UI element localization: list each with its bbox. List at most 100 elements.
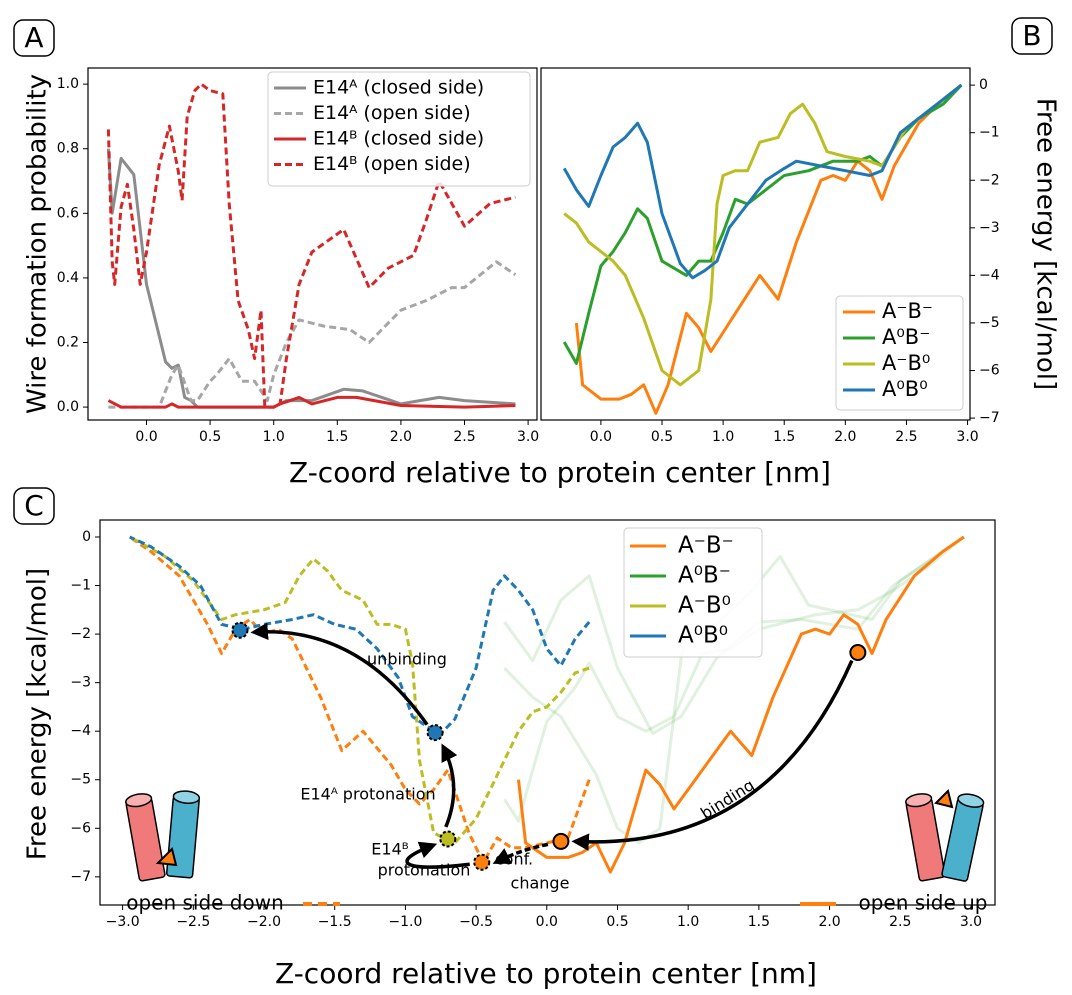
plot-frame — [99, 519, 996, 906]
legend-box — [623, 527, 763, 658]
series-line — [563, 83, 963, 387]
arrow — [405, 841, 470, 869]
legend-label: A⁰B⁻ — [678, 563, 731, 589]
x-tick-label: 2.0 — [834, 429, 856, 445]
annotation: open side up — [859, 891, 988, 915]
y-tick-label: −1 — [70, 578, 91, 594]
x-tick-label: 1.0 — [712, 429, 734, 445]
arrow — [250, 622, 429, 726]
x-tick-label: 2.0 — [390, 429, 412, 445]
legend-label: A⁻B⁰ — [678, 593, 731, 619]
x-tick-label: 3.0 — [960, 914, 982, 930]
x-tick-label: 1.0 — [263, 429, 285, 445]
icon-open-side-up — [905, 789, 985, 882]
icon-open-side-down — [125, 790, 201, 882]
y-axis-label: Free energy [kcal/mol] — [1031, 98, 1061, 390]
x-tick-label: 0.5 — [651, 429, 673, 445]
state-point — [849, 644, 867, 662]
plot-frame — [87, 67, 538, 421]
annotation: E14ᴮ — [371, 840, 408, 859]
x-tick-label: −1.0 — [388, 914, 422, 930]
legend-label: A⁻B⁻ — [678, 533, 734, 559]
x-tick-label: 1.5 — [326, 429, 348, 445]
series-line — [107, 395, 516, 409]
legend-label: A⁰B⁰ — [678, 623, 728, 649]
panel-label: C — [24, 489, 44, 522]
legend-label: E14ᴬ (closed side) — [313, 77, 484, 99]
x-tick-label: 1.5 — [748, 914, 770, 930]
annotation: E14ᴬ protonation — [300, 785, 435, 804]
series-line — [106, 82, 516, 409]
y-tick-label: −5 — [979, 315, 1000, 331]
annotation: conf. — [495, 850, 533, 869]
y-tick-label: −3 — [979, 220, 1000, 236]
x-tick-label: 0.0 — [590, 429, 612, 445]
y-tick-label: 0.0 — [57, 399, 79, 415]
x-tick-label: 0.0 — [135, 429, 157, 445]
legend-label: E14ᴮ (open side) — [313, 153, 471, 175]
legend-label: A⁻B⁻ — [882, 299, 933, 323]
x-tick-label: 2.5 — [453, 429, 475, 445]
legend-label: E14ᴬ (open side) — [313, 102, 471, 124]
annotation: protonation — [378, 861, 471, 880]
x-tick-label: −2.0 — [247, 914, 281, 930]
x-tick-label: 2.5 — [889, 914, 911, 930]
arrow — [441, 743, 458, 828]
plot-frame — [540, 67, 971, 421]
x-tick-label: 2.5 — [895, 429, 917, 445]
annotation: change — [511, 874, 570, 893]
x-axis-label: Z-coord relative to protein center [nm] — [289, 456, 831, 489]
panel-label-box — [13, 19, 55, 57]
y-tick-label: 1.0 — [57, 76, 79, 92]
dashed-line — [129, 535, 591, 736]
panel-label-box — [13, 487, 55, 525]
y-tick-label: −3 — [70, 675, 91, 691]
y-tick-label: 0 — [979, 77, 988, 93]
legend-box — [835, 295, 964, 411]
x-tick-label: −0.5 — [459, 914, 493, 930]
arrow — [492, 842, 549, 864]
x-tick-label: 0.5 — [606, 914, 628, 930]
series-line — [106, 148, 516, 409]
y-tick-label: −4 — [70, 723, 91, 739]
arrow — [571, 659, 854, 851]
state-point — [231, 621, 249, 639]
panel-label: A — [24, 21, 43, 54]
dashed-line — [128, 535, 590, 845]
y-tick-label: −2 — [979, 172, 1000, 188]
annotation: unbinding — [367, 650, 447, 669]
y-tick-label: 0.6 — [57, 205, 79, 221]
y-tick-label: 0.2 — [57, 334, 79, 350]
x-tick-label: 2.0 — [818, 914, 840, 930]
y-tick-label: −6 — [979, 363, 1000, 379]
x-tick-label: 1.5 — [773, 429, 795, 445]
y-axis-label: Free energy [kcal/mol] — [23, 568, 53, 860]
faint-line — [503, 535, 965, 823]
y-tick-label: 0 — [82, 529, 91, 545]
legend-label: E14ᴮ (closed side) — [313, 128, 484, 150]
y-tick-label: 0.8 — [57, 141, 79, 157]
x-tick-label: 0.0 — [536, 914, 558, 930]
annotation: binding — [697, 775, 758, 823]
legend-label: A⁰B⁻ — [882, 325, 930, 349]
x-tick-label: 0.5 — [199, 429, 221, 445]
state-point — [552, 832, 570, 850]
panel-label: B — [1022, 19, 1041, 52]
x-tick-label: 1.0 — [677, 914, 699, 930]
panel-label-box — [1011, 17, 1053, 55]
state-point — [426, 724, 444, 742]
y-tick-label: −1 — [979, 125, 1000, 141]
y-tick-label: −5 — [70, 772, 91, 788]
x-tick-label: 3.0 — [517, 429, 539, 445]
y-tick-label: −2 — [70, 626, 91, 642]
y-tick-label: −6 — [70, 820, 91, 836]
state-point — [439, 830, 457, 848]
series-line — [562, 83, 963, 280]
x-tick-label: −2.5 — [176, 914, 210, 930]
series-line — [108, 260, 517, 409]
y-tick-label: 0.4 — [57, 270, 79, 286]
y-axis-label: Wire formation probability — [23, 74, 53, 414]
legend-label: A⁻B⁰ — [882, 351, 930, 375]
faint-line — [503, 535, 965, 736]
